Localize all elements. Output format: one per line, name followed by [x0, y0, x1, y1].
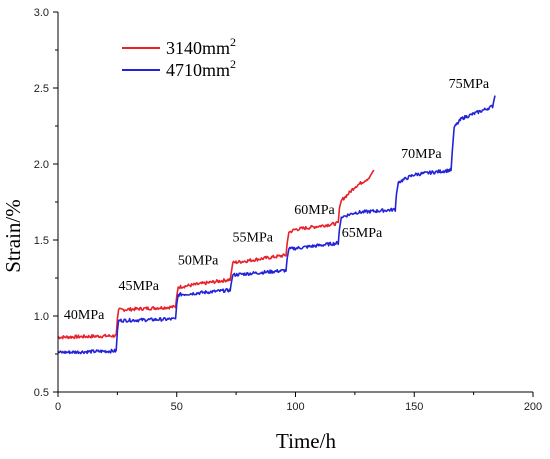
legend-label-superscript: 2	[230, 57, 236, 71]
series-line-1	[57, 169, 375, 340]
series-line-2	[57, 95, 496, 355]
series-layer	[57, 95, 496, 355]
stress-label: 60MPa	[294, 203, 335, 218]
y-tick-label: 1.0	[34, 311, 49, 323]
stress-label: 40MPa	[64, 308, 105, 323]
x-axis-title: Time/h	[276, 429, 336, 453]
stress-label: 55MPa	[233, 231, 274, 246]
y-axis-title: Strain/%	[1, 199, 25, 273]
x-tick-label: 50	[171, 401, 183, 413]
y-tick-label: 2.5	[34, 83, 49, 95]
legend-label-1: 3140mm2	[166, 35, 236, 58]
y-tick-label: 2.0	[34, 159, 49, 171]
stress-label: 65MPa	[342, 226, 383, 241]
x-tick-label: 200	[524, 401, 542, 413]
y-tick-label: 1.5	[34, 235, 49, 247]
x-tick-label: 150	[405, 401, 423, 413]
axes-layer: 0 50 100 150 200 0.5 1.0 1.5 2.0 2.5 3.0	[34, 7, 542, 413]
y-tick-label: 3.0	[34, 7, 49, 19]
stress-label: 70MPa	[401, 147, 442, 162]
annotation-layer: 40MPa 45MPa 50MPa 55MPa 60MPa 65MPa 70MPa 75MPa	[64, 77, 490, 323]
legend-label-superscript: 2	[230, 35, 236, 49]
plot-background	[58, 12, 533, 392]
legend-label-2: 4710mm2	[166, 57, 236, 80]
plot-area	[58, 12, 533, 392]
stress-label: 75MPa	[449, 77, 490, 92]
stress-label: 45MPa	[119, 279, 160, 294]
y-tick-label: 0.5	[34, 387, 49, 399]
stress-label: 50MPa	[178, 253, 219, 268]
x-tick-label: 100	[286, 401, 304, 413]
x-tick-label: 0	[55, 401, 61, 413]
